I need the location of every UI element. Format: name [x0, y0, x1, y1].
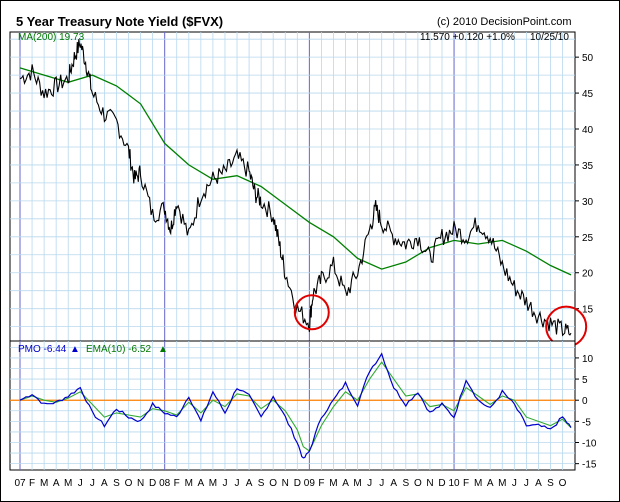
month-label-35: D — [438, 478, 445, 489]
pmo-up-arrow-icon: ▲ — [70, 344, 80, 355]
y-tick-50: 50 — [582, 53, 594, 64]
month-label-3: A — [53, 478, 60, 489]
y-tick-30: 30 — [582, 197, 594, 208]
month-label-24: 09 — [304, 478, 316, 489]
month-label-39: A — [487, 478, 494, 489]
month-label-12: 08 — [159, 478, 171, 489]
pmo-tick--15: -15 — [582, 460, 597, 471]
month-label-30: J — [379, 478, 384, 489]
month-label-45: O — [559, 478, 567, 489]
month-label-2: M — [40, 478, 48, 489]
pmo-tick-5: 5 — [582, 375, 588, 386]
month-label-14: M — [185, 478, 193, 489]
month-label-11: D — [149, 478, 156, 489]
quote-date: 10/25/10 — [530, 32, 569, 43]
y-tick-25: 25 — [582, 233, 594, 244]
month-label-17: J — [222, 478, 227, 489]
x-axis-month-labels: 07 F M A M J J A S O N D 08 F M A M J J A S O N D 09 F M A M J J A S O N D 1… — [14, 478, 566, 489]
low-circle-2008 — [293, 294, 330, 331]
month-label-22: N — [282, 478, 289, 489]
month-label-19: A — [246, 478, 253, 489]
month-label-20: S — [258, 478, 265, 489]
month-label-33: O — [414, 478, 422, 489]
pmo-line — [19, 352, 572, 459]
month-label-29: J — [367, 478, 372, 489]
lower-y-tick-labels: -15 -10 -5 0 5 10 — [575, 354, 597, 471]
month-label-44: S — [547, 478, 554, 489]
month-label-4: M — [64, 478, 72, 489]
ma-200-line — [19, 67, 572, 276]
month-label-18: J — [235, 478, 240, 489]
upper-grid — [10, 32, 575, 341]
month-label-21: O — [269, 478, 277, 489]
price-line — [19, 39, 572, 337]
month-label-34: N — [426, 478, 433, 489]
upper-panel: 15 20 25 30 35 40 45 50 MA(200) 19.73 11.570 +0… — [9, 31, 594, 348]
pmo-tick-0: 0 — [582, 396, 588, 407]
month-label-8: S — [113, 478, 120, 489]
ema-up-arrow-icon: ▲ — [158, 344, 168, 355]
upper-y-tick-labels: 15 20 25 30 35 40 45 50 — [575, 53, 594, 316]
month-label-42: J — [524, 478, 529, 489]
y-tick-20: 20 — [582, 269, 594, 280]
month-label-15: A — [198, 478, 205, 489]
pmo-tick--10: -10 — [582, 439, 597, 450]
month-label-7: A — [101, 478, 108, 489]
ema-line — [19, 361, 572, 452]
month-label-41: J — [512, 478, 517, 489]
lower-panel: -15 -10 -5 0 5 10 PMO -6.44 ▲ EMA(10) -6.52 ▲ — [9, 340, 597, 471]
y-tick-40: 40 — [582, 125, 594, 136]
y-tick-45: 45 — [582, 89, 594, 100]
ema-label: EMA(10) -6.52 — [86, 344, 151, 355]
y-tick-35: 35 — [582, 161, 594, 172]
month-label-10: N — [137, 478, 144, 489]
y-tick-15: 15 — [582, 305, 594, 316]
month-label-43: A — [535, 478, 542, 489]
month-label-31: A — [390, 478, 397, 489]
month-label-37: F — [463, 478, 469, 489]
chart-title: 5 Year Treasury Note Yield ($FVX) — [16, 14, 223, 29]
quote-readout: 11.570 +0.120 +1.0% — [420, 32, 515, 43]
copyright: (c) 2010 DecisionPoint.com — [437, 16, 572, 28]
month-label-28: M — [353, 478, 361, 489]
month-label-0: 07 — [14, 478, 26, 489]
month-label-27: A — [342, 478, 349, 489]
month-label-23: D — [294, 478, 301, 489]
month-label-6: J — [90, 478, 95, 489]
month-label-5: J — [78, 478, 83, 489]
ma-label: MA(200) 19.73 — [18, 32, 85, 43]
month-label-16: M — [209, 478, 217, 489]
month-label-26: M — [329, 478, 337, 489]
month-label-36: 10 — [448, 478, 460, 489]
month-label-32: S — [402, 478, 409, 489]
month-label-40: M — [498, 478, 506, 489]
pmo-tick-10: 10 — [582, 354, 594, 365]
month-label-13: F — [174, 478, 180, 489]
month-label-1: F — [29, 478, 35, 489]
month-label-38: M — [474, 478, 482, 489]
pmo-tick--5: -5 — [582, 417, 591, 428]
pmo-label: PMO -6.44 — [18, 344, 67, 355]
month-label-25: F — [318, 478, 324, 489]
month-label-9: O — [125, 478, 133, 489]
